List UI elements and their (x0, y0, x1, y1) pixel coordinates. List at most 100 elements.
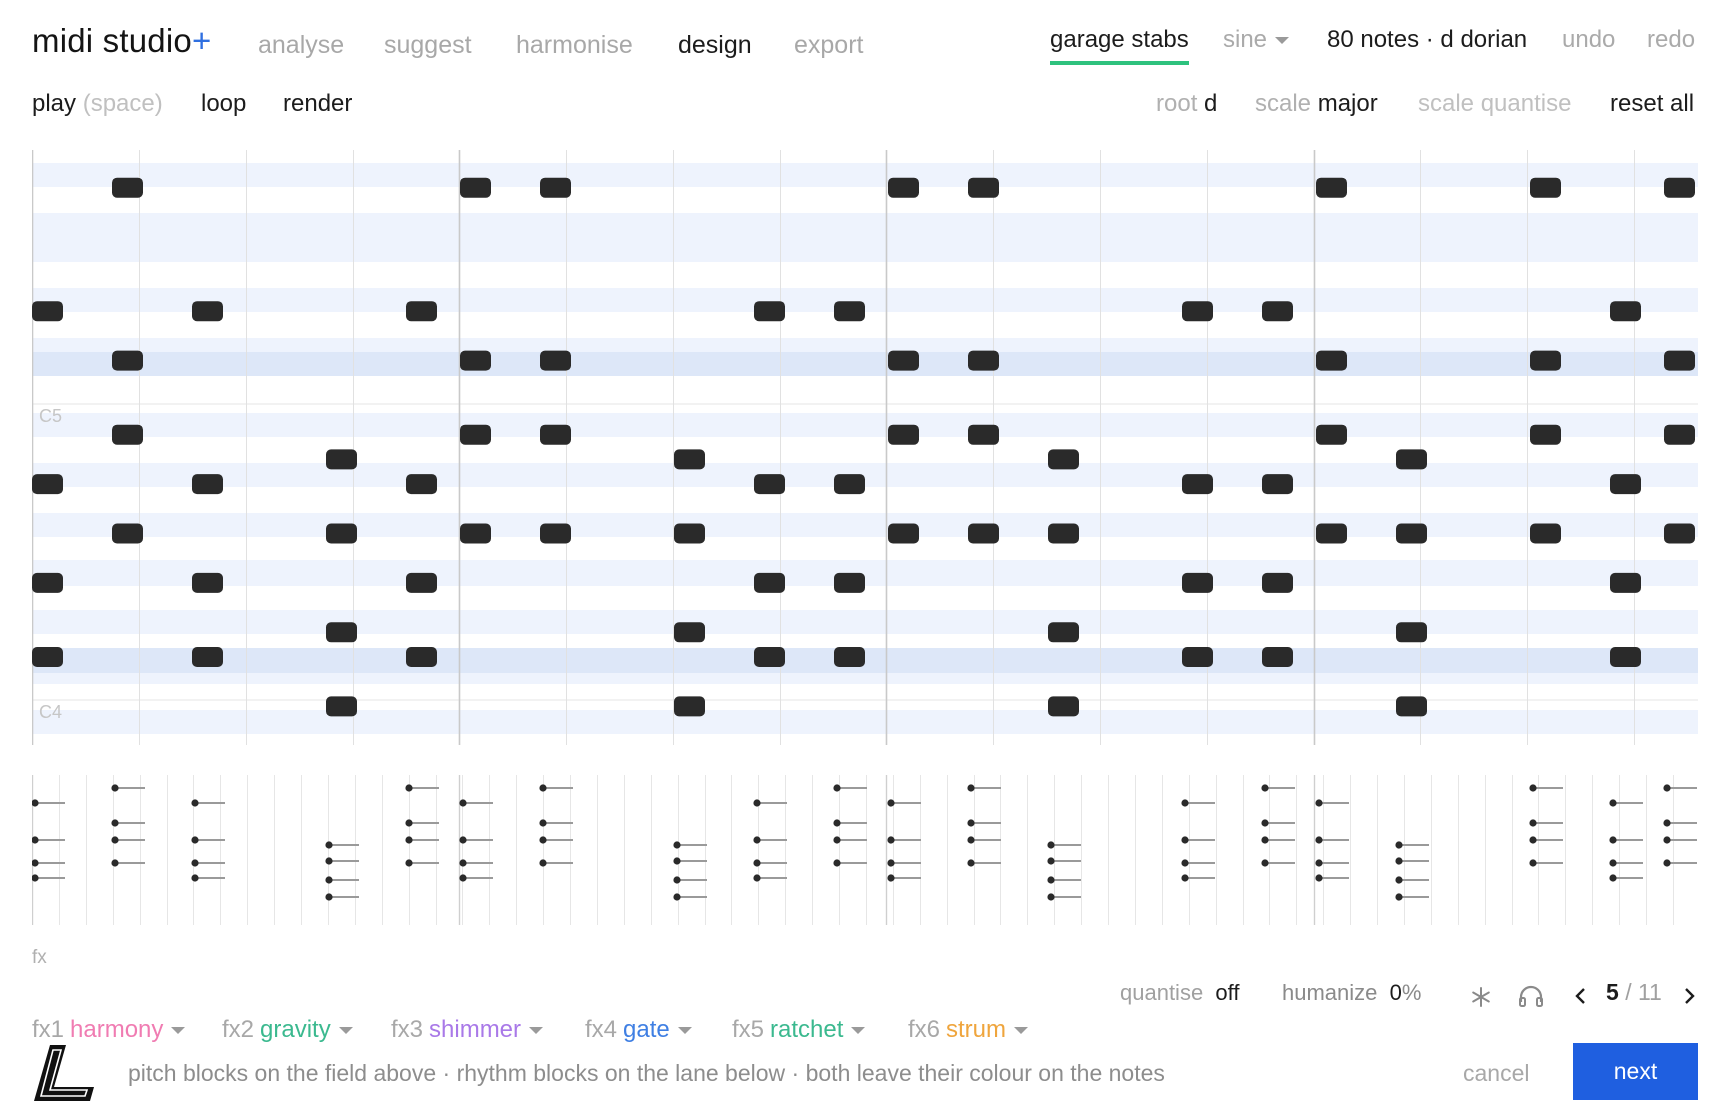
note-block (888, 177, 919, 198)
note-count: 80 notes (1327, 26, 1420, 53)
rhythm-dot (1315, 859, 1323, 867)
rhythm-dot (967, 836, 975, 844)
note-block (1530, 523, 1561, 544)
next-page-icon[interactable] (1682, 986, 1696, 1006)
rhythm-dot (1395, 876, 1403, 884)
note-block (1182, 647, 1213, 667)
rhythm-dot (887, 874, 895, 882)
note-block (112, 177, 143, 198)
note-block (540, 350, 571, 371)
rhythm-dot (1181, 799, 1189, 807)
note-block (1262, 474, 1293, 495)
nav-harmonise[interactable]: harmonise (516, 31, 633, 59)
app-plus: + (191, 22, 212, 59)
rhythm-dot (539, 784, 547, 792)
preset-tab[interactable]: garage stabs (1050, 26, 1189, 65)
rhythm-dot (1609, 836, 1617, 844)
asterisk-icon[interactable] (1470, 986, 1492, 1008)
note-block (754, 647, 785, 667)
scale-quantise-toggle[interactable]: scale quantise (1418, 90, 1572, 117)
fx5-select[interactable]: fx5 ratchet (732, 1016, 866, 1044)
rhythm-dot (887, 836, 895, 844)
play-label: play (32, 90, 77, 117)
fx5-slot: fx5 (732, 1016, 765, 1043)
note-block (754, 301, 785, 322)
rhythm-dot (539, 859, 547, 867)
render-button[interactable]: render (283, 90, 353, 117)
rhythm-dot (673, 876, 681, 884)
note-block (460, 424, 491, 445)
fx3-select[interactable]: fx3 shimmer (391, 1016, 544, 1044)
scale-label: scale (1255, 90, 1312, 117)
scale-select[interactable]: scale major (1255, 90, 1378, 118)
rhythm-dot (967, 784, 975, 792)
root-select[interactable]: root d (1156, 90, 1217, 118)
note-block (1396, 523, 1427, 544)
note-block (888, 424, 919, 445)
note-block (1610, 572, 1641, 593)
root-value: d (1204, 90, 1218, 117)
note-block (112, 523, 143, 544)
rhythm-dot (405, 819, 413, 827)
rhythm-dot (833, 859, 841, 867)
rhythm-dot (1261, 819, 1269, 827)
loop-button[interactable]: loop (201, 90, 247, 117)
page-current: 5 (1606, 979, 1619, 1005)
rhythm-lane[interactable] (32, 775, 1698, 925)
fx1-select[interactable]: fx1 harmony (32, 1016, 186, 1044)
headphones-icon[interactable] (1518, 984, 1544, 1008)
wave-select[interactable]: sine (1223, 26, 1290, 54)
prev-page-icon[interactable] (1574, 986, 1588, 1006)
app-name: midi studio (32, 22, 192, 59)
note-block (32, 572, 63, 593)
fx1-name: harmony (70, 1016, 164, 1043)
rhythm-dot (539, 836, 547, 844)
note-block (1316, 523, 1347, 544)
rhythm-dot (753, 874, 761, 882)
nav-export[interactable]: export (794, 31, 864, 59)
rhythm-dot (191, 836, 199, 844)
cancel-button[interactable]: cancel (1463, 1060, 1530, 1086)
reset-all-button[interactable]: reset all (1610, 90, 1695, 117)
note-block (1664, 523, 1695, 544)
play-hint: (space) (82, 90, 163, 117)
note-block (834, 647, 865, 667)
fx6-select[interactable]: fx6 strum (908, 1016, 1029, 1044)
rhythm-dot (967, 819, 975, 827)
nav-analyse[interactable]: analyse (258, 31, 345, 59)
pitch-lane (32, 513, 1698, 537)
quantise-control[interactable]: quantise off (1120, 980, 1239, 1006)
pitch-lane (32, 163, 1698, 187)
note-block (674, 523, 705, 544)
note-block (1048, 449, 1079, 470)
humanize-control[interactable]: humanize 0% (1282, 980, 1421, 1006)
redo-button[interactable]: redo (1647, 26, 1696, 53)
nav-design[interactable]: design (678, 31, 752, 59)
rhythm-dot (191, 859, 199, 867)
rhythm-dot (673, 893, 681, 901)
piano-roll[interactable]: C5 C4 (32, 150, 1698, 745)
undo-button[interactable]: undo (1562, 26, 1616, 53)
note-block (1530, 424, 1561, 445)
rhythm-dot (539, 819, 547, 827)
rhythm-dot (111, 859, 119, 867)
rhythm-dot (1663, 784, 1671, 792)
chevron-down-icon (851, 1027, 866, 1035)
note-block (406, 572, 437, 593)
fx4-select[interactable]: fx4 gate (585, 1016, 692, 1044)
chevron-down-icon (171, 1027, 186, 1035)
rhythm-dot (887, 859, 895, 867)
note-block (674, 449, 705, 470)
note-block (674, 696, 705, 717)
note-block (1610, 301, 1641, 322)
rhythm-dot (405, 859, 413, 867)
note-block (968, 350, 999, 371)
note-block (1610, 474, 1641, 495)
next-button[interactable]: next (1573, 1043, 1698, 1100)
fx2-select[interactable]: fx2 gravity (222, 1016, 353, 1044)
quantise-value: off (1215, 980, 1240, 1005)
note-block (406, 474, 437, 495)
nav-suggest[interactable]: suggest (384, 31, 472, 59)
play-button[interactable]: play (space) (32, 90, 163, 118)
note-block (326, 449, 357, 470)
